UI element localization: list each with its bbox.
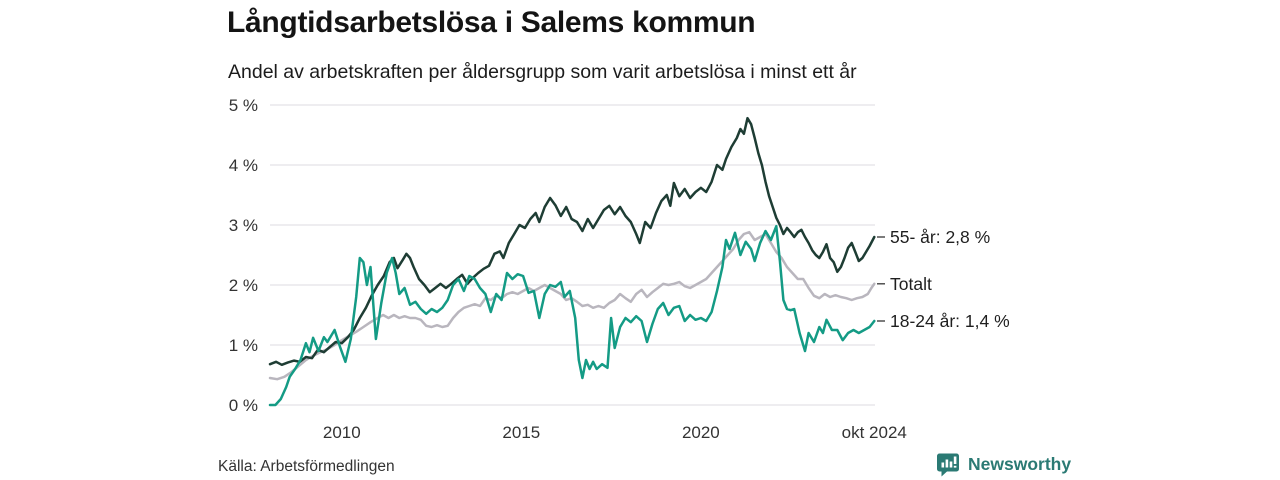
series-line-totalt	[268, 230, 876, 381]
newsworthy-pin-bar-chart-icon	[936, 452, 960, 477]
x-tick-label: 2015	[502, 423, 540, 442]
y-tick-label: 3 %	[229, 216, 258, 235]
source-note: Källa: Arbetsförmedlingen	[218, 458, 395, 475]
y-tick-label: 4 %	[229, 156, 258, 175]
y-tick-label: 2 %	[229, 276, 258, 295]
chart-subtitle: Andel av arbetskraften per åldersgrupp s…	[228, 61, 857, 83]
series-end-label-18-24-ar: 18-24 år: 1,4 %	[890, 311, 1010, 331]
x-tick-label: 2010	[323, 423, 361, 442]
page-title: Långtidsarbetslösa i Salems kommun	[227, 6, 756, 39]
series-end-label-totalt: Totalt	[890, 274, 932, 294]
branding-label: Newsworthy	[968, 454, 1072, 474]
x-tick-label: okt 2024	[842, 423, 907, 442]
series-line-55-ar	[268, 116, 876, 367]
series-line-18-24-ar	[268, 224, 876, 407]
branding: Newsworthy	[936, 452, 1071, 477]
y-tick-label: 1 %	[229, 336, 258, 355]
y-tick-label: 0 %	[229, 396, 258, 415]
x-tick-label: 2020	[682, 423, 720, 442]
y-tick-label: 5 %	[229, 96, 258, 115]
series-end-label-55-ar: 55- år: 2,8 %	[890, 227, 990, 247]
